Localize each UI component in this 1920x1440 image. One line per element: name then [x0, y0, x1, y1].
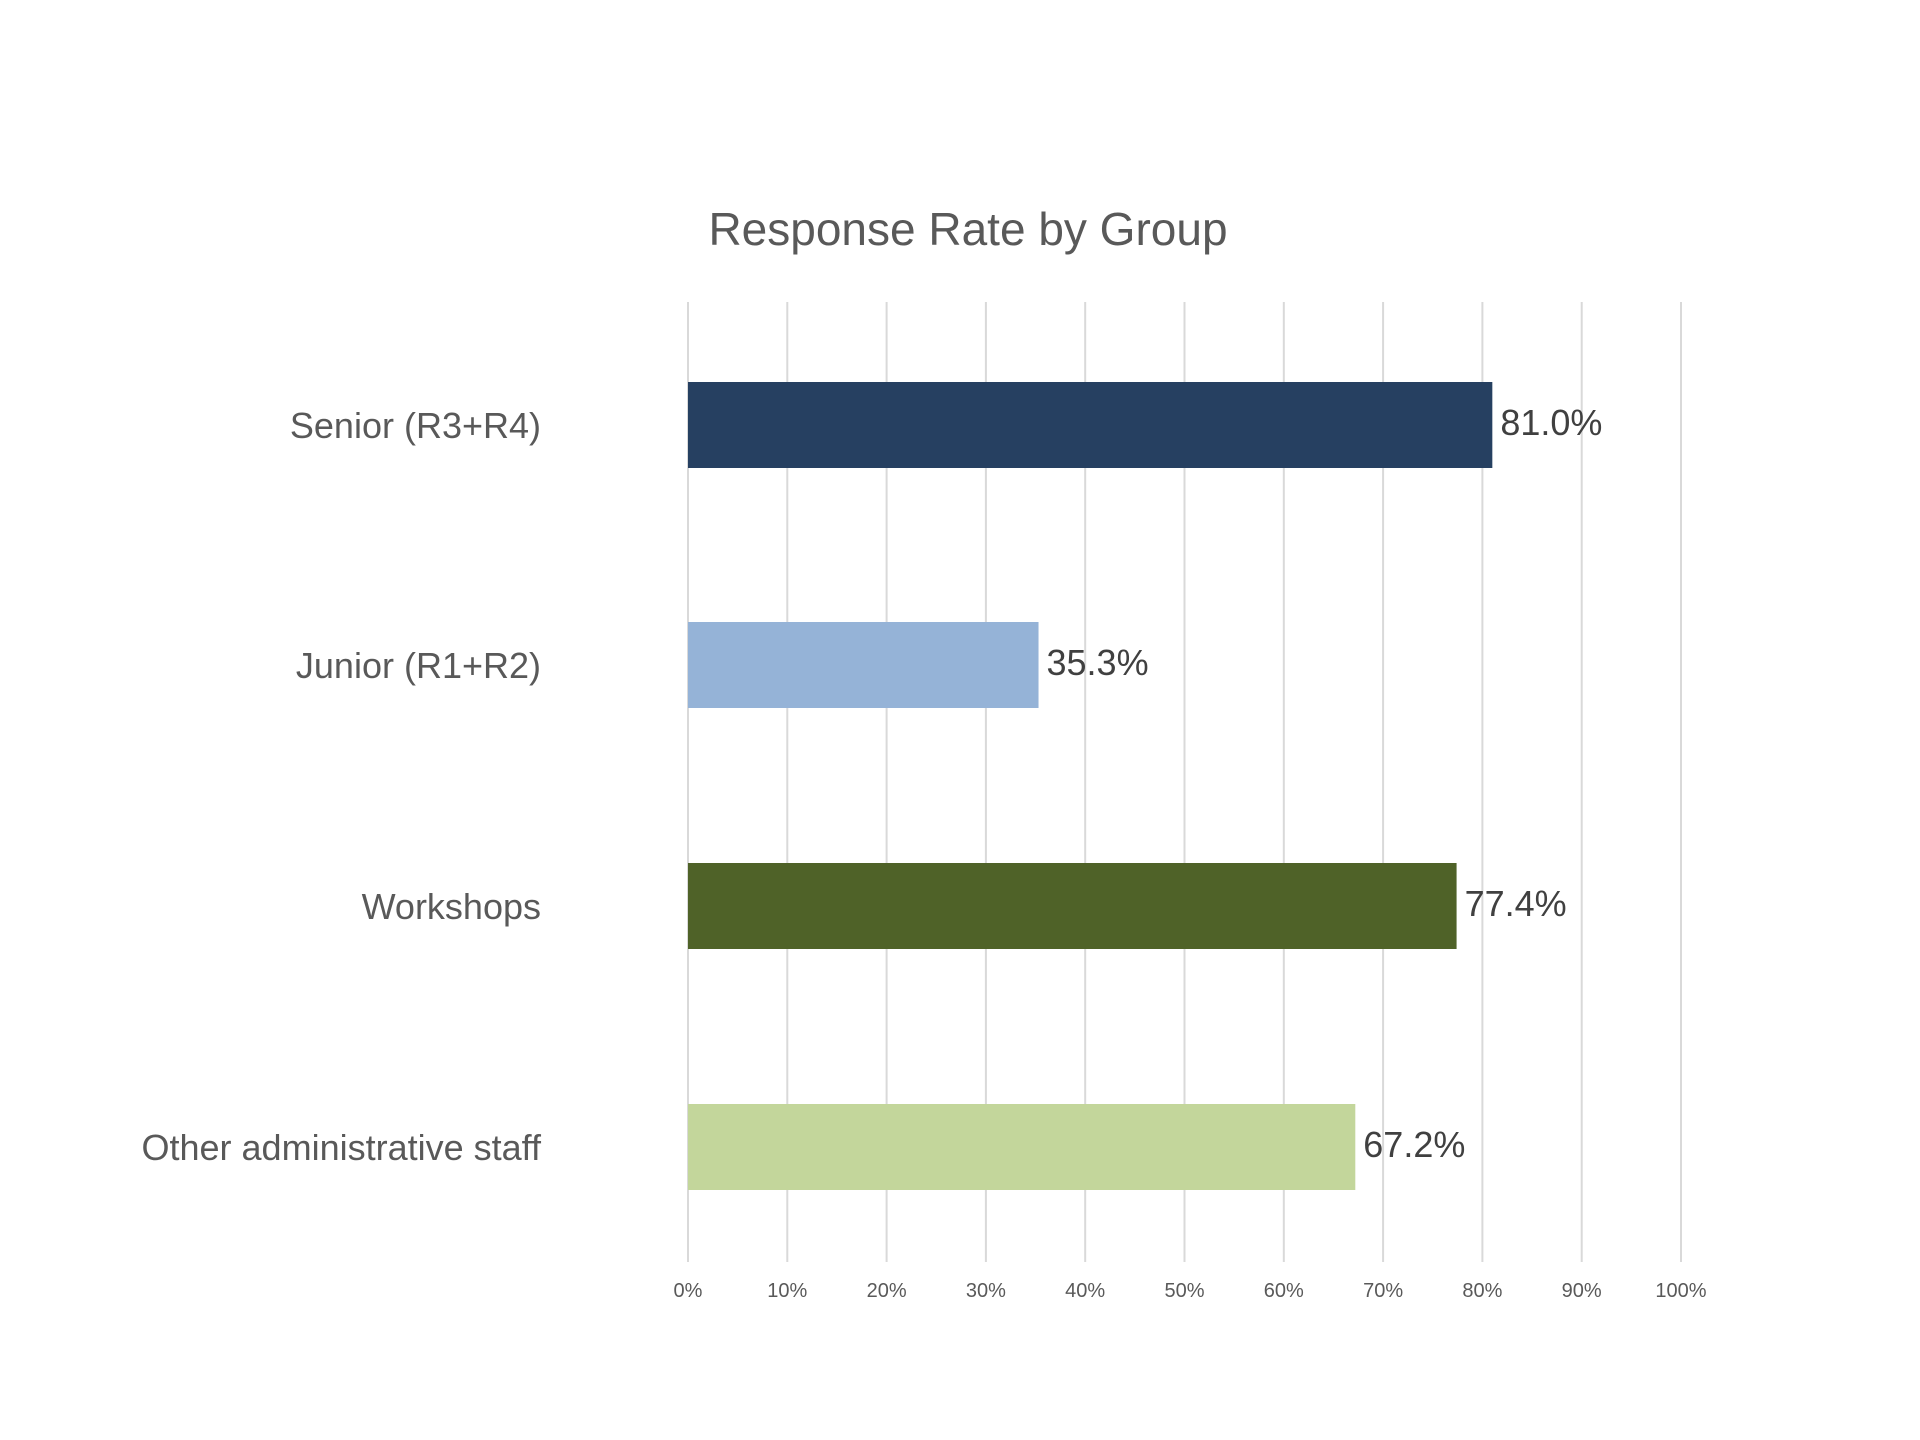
chart-title: Response Rate by Group [708, 203, 1227, 255]
x-tick-label: 30% [966, 1280, 1006, 1302]
x-tick-label: 20% [867, 1280, 907, 1302]
bars [688, 382, 1493, 1190]
data-label: 35.3% [1047, 642, 1149, 683]
bar-3 [688, 863, 1457, 949]
x-tick-label: 0% [674, 1280, 703, 1302]
data-label: 81.0% [1500, 402, 1602, 443]
x-tick-label: 50% [1164, 1280, 1204, 1302]
data-label: 67.2% [1363, 1124, 1465, 1165]
x-tick-label: 70% [1363, 1280, 1403, 1302]
category-label: Junior (R1+R2) [296, 645, 541, 686]
x-tick-label: 80% [1462, 1280, 1502, 1302]
x-tick-label: 10% [767, 1280, 807, 1302]
category-label: Senior (R3+R4) [290, 405, 541, 446]
y-axis-categories: Senior (R3+R4) Junior (R1+R2) Workshops Oth… [142, 405, 542, 1168]
x-tick-label: 90% [1562, 1280, 1602, 1302]
category-label: Other administrative staff [142, 1127, 542, 1168]
x-tick-label: 100% [1655, 1280, 1706, 1302]
x-axis-ticks: 0% 10% 20% 30% 40% 50% 60% 70% 80% 90% 100% [674, 1280, 1707, 1302]
x-tick-label: 60% [1264, 1280, 1304, 1302]
bar-2 [688, 622, 1039, 708]
bar-4 [688, 1104, 1356, 1190]
data-labels: 81.0% 35.3% 77.4% 67.2% [1047, 402, 1603, 1165]
bar-1 [688, 382, 1493, 468]
data-label: 77.4% [1465, 883, 1567, 924]
category-label: Workshops [362, 886, 541, 927]
x-tick-label: 40% [1065, 1280, 1105, 1302]
